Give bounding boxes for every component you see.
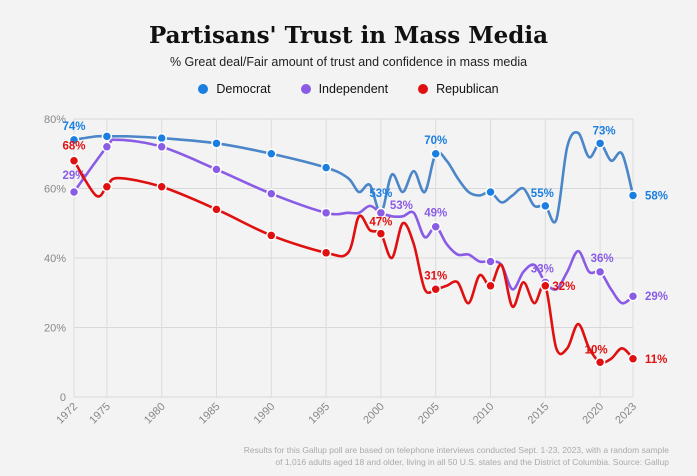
data-point <box>430 148 441 159</box>
data-point <box>485 256 496 267</box>
x-tick-label: 1995 <box>306 401 332 427</box>
legend-label: Republican <box>436 82 499 96</box>
data-point <box>594 357 606 368</box>
y-tick-label: 40% <box>44 253 66 265</box>
data-point <box>627 353 639 365</box>
y-tick-label: 60% <box>44 184 66 196</box>
x-tick-label: 2015 <box>526 401 552 427</box>
legend-item-independent: Independent <box>300 82 389 96</box>
data-point <box>430 221 441 232</box>
data-point <box>485 280 496 292</box>
data-label: 68% <box>62 141 85 153</box>
x-tick-label: 2023 <box>613 401 639 427</box>
data-point <box>320 247 332 259</box>
note-line: Results for this Gallup poll are based o… <box>243 445 669 455</box>
legend-swatch <box>198 84 209 94</box>
legend: Democrat Independent Republican <box>0 82 697 96</box>
data-point <box>68 186 80 198</box>
legend-item-republican: Republican <box>418 82 499 96</box>
legend-label: Independent <box>318 82 389 96</box>
data-point <box>156 181 167 193</box>
data-point <box>430 284 441 295</box>
data-label: 53% <box>369 188 392 200</box>
data-point <box>211 138 222 149</box>
data-label: 47% <box>369 217 392 229</box>
source-note: Results for this Gallup poll are based o… <box>244 444 669 468</box>
y-tick-label: 80% <box>44 114 66 126</box>
data-point <box>627 190 639 201</box>
data-point <box>540 200 551 212</box>
data-label: 49% <box>424 208 447 220</box>
data-label: 70% <box>424 135 447 147</box>
data-point <box>266 230 277 241</box>
data-point <box>320 207 332 219</box>
data-point <box>485 186 496 198</box>
series-line-democrat <box>73 131 635 224</box>
data-label: 58% <box>645 190 668 202</box>
legend-swatch <box>418 84 429 94</box>
data-point <box>156 141 167 153</box>
data-label: 11% <box>645 354 667 366</box>
x-tick-label: 2000 <box>361 401 387 427</box>
data-point <box>594 138 606 149</box>
data-point <box>627 290 639 302</box>
data-label: 32% <box>552 281 575 293</box>
data-point <box>211 164 222 175</box>
data-point <box>156 132 167 144</box>
data-point <box>375 228 387 239</box>
series-line-republican <box>72 160 634 365</box>
data-point <box>211 204 222 215</box>
data-label: 10% <box>585 344 608 356</box>
data-point <box>101 131 113 142</box>
x-tick-label: 2010 <box>471 401 497 427</box>
data-label: 73% <box>593 125 616 137</box>
data-point <box>68 134 80 146</box>
legend-item-democrat: Democrat <box>198 82 271 96</box>
legend-swatch <box>300 84 311 94</box>
chart-title: Partisans' Trust in Mass Media <box>148 22 549 49</box>
y-tick-label: 20% <box>44 323 66 335</box>
data-label: 29% <box>645 291 668 303</box>
data-point <box>68 155 80 166</box>
data-point <box>101 181 113 193</box>
data-label: 55% <box>531 188 554 200</box>
chart-subtitle: % Great deal/Fair amount of trust and co… <box>169 55 528 69</box>
data-point <box>266 148 277 159</box>
x-tick-label: 1972 <box>54 401 80 427</box>
data-label: 33% <box>531 263 554 275</box>
data-point <box>375 207 387 219</box>
data-point <box>540 280 551 292</box>
x-tick-label: 2020 <box>580 401 606 427</box>
data-label: 74% <box>62 121 85 133</box>
data-point <box>594 266 606 278</box>
data-point <box>266 188 277 199</box>
x-tick-label: 1980 <box>142 401 168 427</box>
legend-label: Democrat <box>216 82 271 96</box>
x-tick-label: 2005 <box>416 401 442 427</box>
x-tick-label: 1975 <box>87 401 113 427</box>
data-point <box>320 162 332 173</box>
data-label: 36% <box>591 253 614 265</box>
data-label: 53% <box>390 200 413 212</box>
series-line-independent <box>72 138 634 305</box>
data-point <box>101 141 113 153</box>
y-tick-label: 0 <box>60 392 66 404</box>
note-line: of 1,016 adults aged 18 and older, livin… <box>275 457 669 467</box>
x-tick-label: 1985 <box>197 401 223 427</box>
data-label: 31% <box>424 270 447 282</box>
x-tick-label: 1990 <box>252 401 278 427</box>
